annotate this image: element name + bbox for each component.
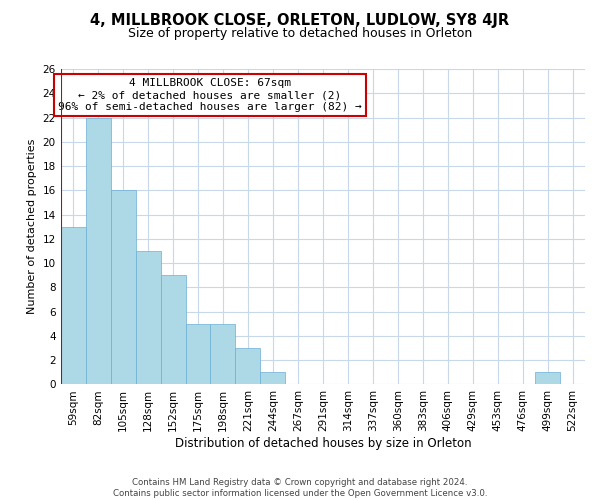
Text: Contains HM Land Registry data © Crown copyright and database right 2024.
Contai: Contains HM Land Registry data © Crown c…: [113, 478, 487, 498]
Bar: [136, 251, 161, 384]
Bar: [260, 372, 286, 384]
Y-axis label: Number of detached properties: Number of detached properties: [27, 139, 37, 314]
Bar: [161, 276, 185, 384]
Bar: [61, 226, 86, 384]
Bar: [110, 190, 136, 384]
Bar: [211, 324, 235, 384]
Bar: [86, 118, 110, 384]
Text: 4, MILLBROOK CLOSE, ORLETON, LUDLOW, SY8 4JR: 4, MILLBROOK CLOSE, ORLETON, LUDLOW, SY8…: [91, 12, 509, 28]
Text: 4 MILLBROOK CLOSE: 67sqm
← 2% of detached houses are smaller (2)
96% of semi-det: 4 MILLBROOK CLOSE: 67sqm ← 2% of detache…: [58, 78, 362, 112]
Text: Size of property relative to detached houses in Orleton: Size of property relative to detached ho…: [128, 28, 472, 40]
Bar: [535, 372, 560, 384]
Bar: [235, 348, 260, 385]
Bar: [185, 324, 211, 384]
X-axis label: Distribution of detached houses by size in Orleton: Distribution of detached houses by size …: [175, 437, 471, 450]
